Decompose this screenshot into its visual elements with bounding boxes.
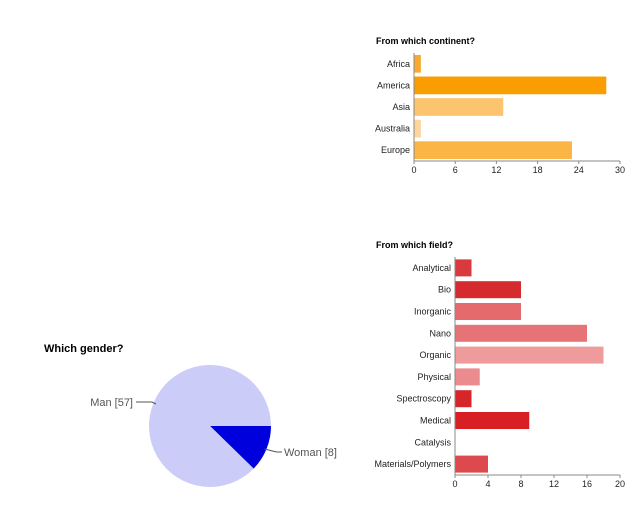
field-bar — [455, 390, 472, 408]
continent-tick-label: 30 — [615, 165, 625, 175]
continent-tick-label: 24 — [574, 165, 584, 175]
continent-bar — [414, 76, 607, 95]
field-category-label: Spectroscopy — [396, 394, 451, 404]
continent-chart-title: From which continent? — [376, 36, 475, 46]
pie-slice — [148, 364, 271, 487]
field-category-label: Inorganic — [414, 307, 452, 317]
field-bar — [455, 281, 521, 299]
field-category-label: Nano — [429, 328, 451, 338]
field-category-label: Analytical — [412, 263, 451, 273]
continent-tick-label: 6 — [453, 165, 458, 175]
field-bar — [455, 346, 604, 364]
field-category-label: Organic — [419, 350, 451, 360]
continent-category-label: America — [377, 80, 410, 90]
continent-tick-label: 12 — [491, 165, 501, 175]
continent-category-label: Asia — [392, 102, 410, 112]
field-tick-label: 16 — [582, 479, 592, 489]
field-bar — [455, 324, 587, 342]
continent-tick-label: 18 — [533, 165, 543, 175]
field-bar — [455, 411, 530, 430]
pie-slice-label: Man [57] — [90, 397, 133, 409]
continent-bar — [414, 141, 572, 160]
field-tick-label: 12 — [549, 479, 559, 489]
field-category-label: Medical — [420, 416, 451, 426]
field-tick-label: 20 — [615, 479, 625, 489]
gender-chart: Which gender? Woman [8] Man [57] — [44, 343, 337, 487]
field-category-label: Materials/Polymers — [374, 459, 451, 469]
pie-leader-line — [136, 401, 157, 405]
continent-category-label: Europe — [381, 145, 410, 155]
field-bar — [455, 302, 521, 321]
field-category-label: Catalysis — [414, 437, 451, 447]
continent-category-label: Africa — [387, 59, 410, 69]
field-tick-label: 8 — [518, 479, 523, 489]
gender-chart-title: Which gender? — [44, 343, 124, 355]
field-category-label: Bio — [438, 285, 451, 295]
field-bar — [455, 455, 488, 473]
pie-slice — [210, 426, 271, 469]
continent-bar — [414, 98, 504, 116]
field-category-label: Physical — [417, 372, 451, 382]
continent-chart: From which continent? Africa America Asia A… — [375, 36, 625, 175]
field-tick-label: 4 — [485, 479, 490, 489]
continent-tick-label: 0 — [411, 165, 416, 175]
continent-bar — [414, 54, 421, 73]
continent-category-label: Australia — [375, 124, 410, 134]
field-chart-title: From which field? — [376, 240, 453, 250]
pie-slice-label: Woman [8] — [284, 447, 337, 459]
continent-bar — [414, 119, 421, 138]
field-tick-label: 0 — [452, 479, 457, 489]
pie-leader-line — [264, 448, 282, 453]
field-bar — [455, 259, 472, 277]
field-chart: From which field? Analytical Bio Inorganic… — [374, 240, 625, 489]
field-bar — [455, 368, 480, 386]
